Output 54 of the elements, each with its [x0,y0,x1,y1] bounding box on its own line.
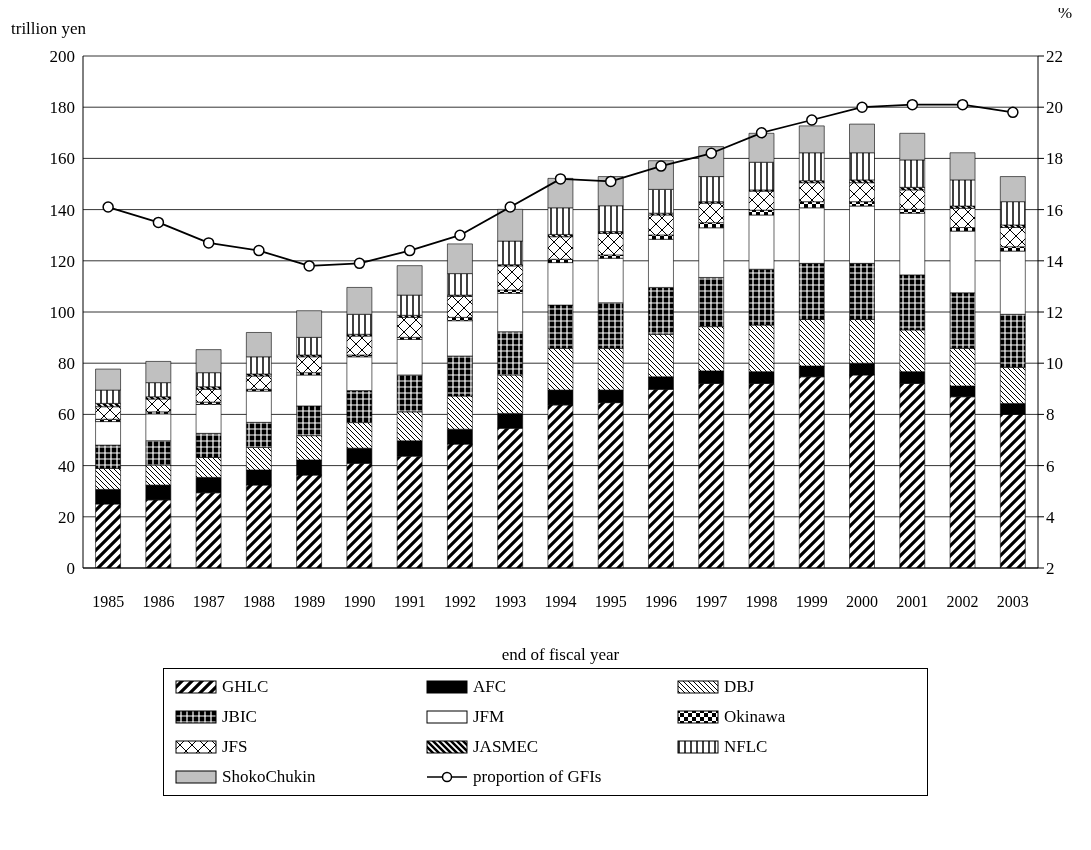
x-tick-label: 1999 [795,593,828,611]
y-tick-label: 120 [49,251,75,271]
legend-label: JBIC [222,707,257,727]
y-tick-label: 60 [58,405,75,425]
y-tick-label: 100 [49,303,75,323]
legend-label: proportion of GFIs [473,767,602,787]
y2-tick-label: 4 [1046,507,1055,527]
legend-label: JFM [473,707,505,727]
x-tick-label: 1994 [544,593,577,611]
y-tick-label: 200 [49,47,75,67]
legend-label: JFS [222,737,248,757]
x-tick-label: 2001 [896,593,929,611]
x-tick-label: 2002 [946,593,979,611]
x-tick-label: 2003 [996,593,1029,611]
x-tick-label: 1986 [142,593,175,611]
y-tick-label: 0 [66,559,75,579]
y-tick-label: 180 [49,98,75,118]
y2-tick-label: 6 [1046,456,1055,476]
y2-tick-label: 14 [1046,251,1064,271]
legend-label: NFLC [724,737,768,757]
y-tick-label: 160 [49,149,75,169]
x-tick-label: 1992 [443,593,476,611]
x-tick-label: 1995 [594,593,627,611]
x-tick-label: 2000 [846,593,879,611]
legend-label: ShokoChukin [222,767,316,787]
legend-label: Okinawa [724,707,786,727]
legend-label: DBJ [724,677,755,697]
y-tick-label: 40 [58,456,75,476]
y2-tick-label: 18 [1046,149,1063,169]
legend-label: JASMEC [473,737,539,757]
x-tick-label: 1990 [343,593,376,611]
y2-tick-label: 10 [1046,354,1063,374]
y2-tick-label: 22 [1046,47,1063,67]
x-tick-label: 1993 [494,593,527,611]
y2-tick-label: 8 [1046,405,1055,425]
y2-tick-label: 2 [1046,559,1055,579]
x-tick-label: 1985 [92,593,125,611]
legend-label: AFC [473,677,507,697]
x-tick-label: 1998 [745,593,778,611]
x-tick-label: 1991 [393,593,426,611]
y2-tick-label: 12 [1046,303,1063,323]
x-tick-label: 1988 [242,593,275,611]
x-tick-label: 1989 [293,593,326,611]
legend-label: GHLC [222,677,269,697]
y-tick-label: 20 [58,507,75,527]
y2-tick-label: 20 [1046,98,1063,118]
x-tick-label: 1997 [695,593,728,611]
y2-tick-label: 16 [1046,200,1063,220]
y-tick-label: 140 [49,200,75,220]
x-axis-title: end of fiscal year [501,645,620,664]
x-tick-label: 1987 [192,593,225,611]
y-axis-title: trillion yen [11,19,87,38]
y-tick-label: 80 [58,354,75,374]
x-tick-label: 1996 [645,593,678,611]
